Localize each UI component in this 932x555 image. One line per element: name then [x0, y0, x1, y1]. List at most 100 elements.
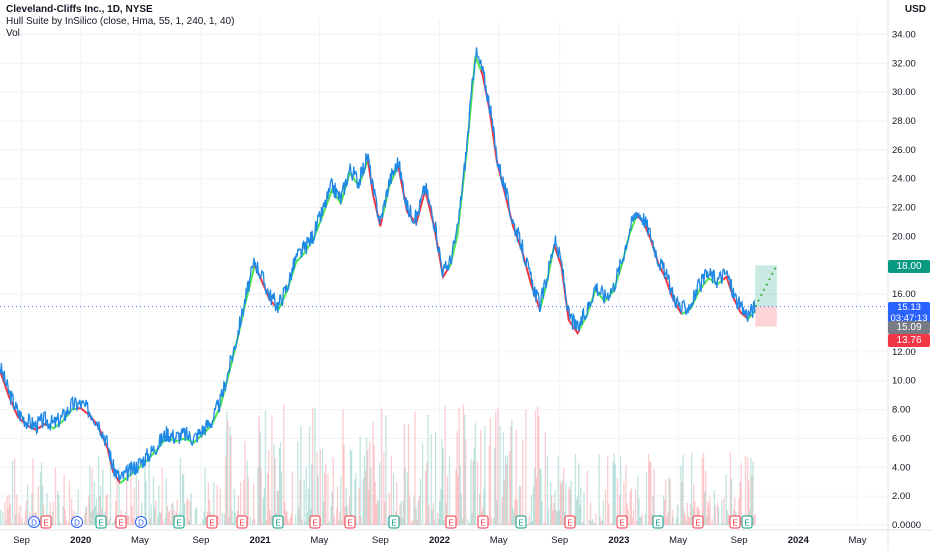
svg-text:E: E [619, 519, 624, 528]
dividend-icon[interactable]: D [136, 517, 147, 528]
y-tick-label: 32.00 [892, 58, 916, 69]
earnings-icon[interactable]: E [207, 516, 217, 528]
volume-bar [22, 518, 23, 525]
current-price-value: 15.13 [888, 302, 930, 313]
symbol-title[interactable]: Cleveland-Cliffs Inc., 1D, NYSE [6, 4, 234, 16]
earnings-icon[interactable]: E [116, 516, 126, 528]
x-tick-label: Sep [551, 535, 568, 546]
volume-bar [227, 420, 228, 525]
volume-bar [484, 426, 485, 525]
earnings-icon[interactable]: E [730, 516, 740, 528]
x-tick-label: Sep [13, 535, 30, 546]
svg-text:D: D [138, 519, 144, 528]
volume-bar [222, 513, 223, 525]
volume-bar [643, 524, 644, 525]
volume-bar [86, 507, 87, 525]
earnings-icon[interactable]: E [617, 516, 627, 528]
volume-bar [325, 463, 326, 525]
earnings-icon[interactable]: E [446, 516, 456, 528]
volume-bar [151, 505, 152, 525]
earnings-icon[interactable]: E [310, 516, 320, 528]
volume-bar [428, 506, 429, 525]
volume-bar [292, 471, 293, 525]
earnings-icon[interactable]: E [565, 516, 575, 528]
earnings-icon[interactable]: E [345, 516, 355, 528]
volume-bar [381, 409, 382, 525]
volume-bar [340, 476, 341, 525]
volume-bar [669, 479, 670, 525]
secondary-price-tag: 15.09 [888, 321, 930, 334]
dividend-icon[interactable]: D [72, 517, 83, 528]
stop-price-tag: 13.76 [888, 334, 930, 347]
volume-bar [107, 494, 108, 525]
y-tick-label: 2.00 [892, 491, 911, 502]
earnings-icon[interactable]: E [41, 516, 51, 528]
volume-bar [603, 501, 604, 525]
earnings-icon[interactable]: E [653, 516, 663, 528]
y-tick-label: 34.00 [892, 29, 916, 40]
volume-bar [477, 461, 478, 525]
svg-text:E: E [518, 519, 523, 528]
volume-bar [490, 418, 491, 525]
svg-text:E: E [480, 519, 485, 528]
volume-bar [480, 430, 481, 525]
volume-bar [327, 474, 328, 525]
svg-text:D: D [74, 519, 80, 528]
volume-bar [420, 479, 421, 525]
volume-bar [265, 411, 266, 525]
earnings-icon[interactable]: E [742, 516, 752, 528]
volume-bar [360, 436, 361, 525]
dividend-icon[interactable]: D [29, 517, 40, 528]
volume-bar [475, 423, 476, 525]
earnings-icon[interactable]: E [273, 516, 283, 528]
x-tick-label: May [131, 535, 149, 546]
volume-bar [12, 461, 13, 525]
volume-label[interactable]: Vol [6, 28, 234, 40]
volume-bar [180, 458, 181, 525]
chart-legend: Cleveland-Cliffs Inc., 1D, NYSE Hull Sui… [6, 4, 234, 40]
loss-zone [755, 307, 777, 327]
svg-text:E: E [347, 519, 352, 528]
volume-bar [628, 509, 629, 525]
volume-bar [253, 484, 254, 525]
volume-bar [677, 505, 678, 525]
svg-text:E: E [695, 519, 700, 528]
y-tick-label: 16.00 [892, 289, 916, 300]
earnings-icon[interactable]: E [174, 516, 184, 528]
volume-bar [491, 517, 492, 525]
svg-text:E: E [118, 519, 123, 528]
y-tick-label: 10.00 [892, 376, 916, 387]
volume-bar [745, 456, 746, 525]
earnings-icon[interactable]: E [516, 516, 526, 528]
earnings-icon[interactable]: E [389, 516, 399, 528]
volume-bar [58, 495, 59, 525]
volume-bar [499, 426, 500, 525]
x-tick-label: Sep [372, 535, 389, 546]
earnings-icon[interactable]: E [478, 516, 488, 528]
y-tick-label: 20.00 [892, 231, 916, 242]
earnings-icon[interactable]: E [237, 516, 247, 528]
svg-text:E: E [98, 519, 103, 528]
volume-bar [741, 463, 742, 525]
earnings-icon[interactable]: E [693, 516, 703, 528]
y-tick-label: 28.00 [892, 116, 916, 127]
indicator-label[interactable]: Hull Suite by InSilico (close, Hma, 55, … [6, 16, 234, 28]
svg-text:E: E [176, 519, 181, 528]
volume-bar [69, 481, 70, 525]
volume-bar [449, 456, 450, 525]
volume-bar [27, 485, 28, 525]
svg-text:E: E [732, 519, 737, 528]
volume-bar [161, 468, 162, 525]
y-tick-label: 30.00 [892, 87, 916, 98]
volume-bar [320, 450, 321, 525]
currency-label[interactable]: USD [905, 4, 926, 15]
volume-bar [409, 496, 410, 525]
volume-bar [16, 494, 17, 525]
volume-bar [337, 486, 338, 525]
volume-bar [723, 497, 724, 525]
volume-bar [19, 505, 20, 525]
svg-text:E: E [312, 519, 317, 528]
earnings-icon[interactable]: E [96, 516, 106, 528]
